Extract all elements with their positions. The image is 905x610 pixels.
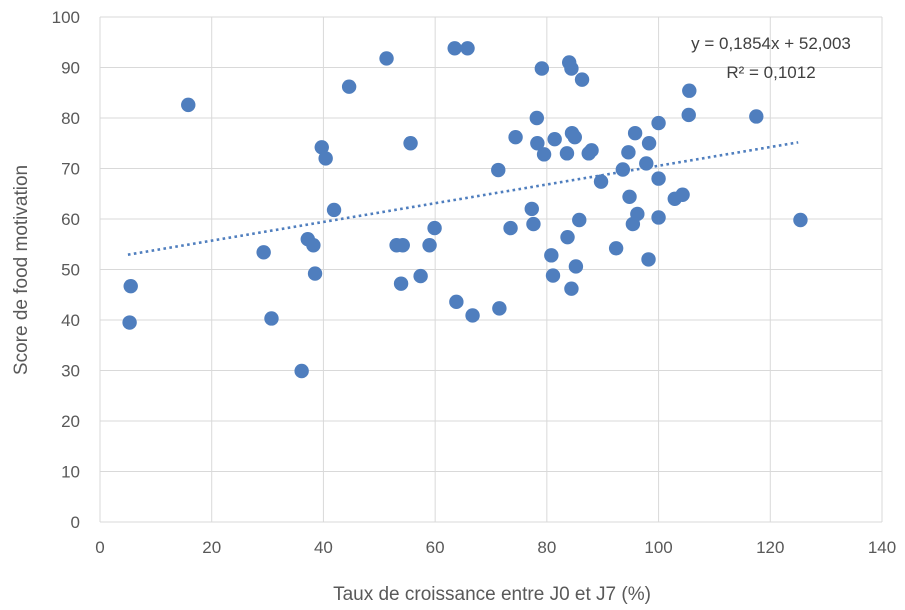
data-point bbox=[526, 216, 541, 232]
data-point bbox=[564, 61, 579, 76]
data-point bbox=[395, 238, 410, 253]
data-point bbox=[491, 162, 506, 178]
data-point bbox=[530, 136, 545, 151]
x-tick-label: 0 bbox=[95, 538, 104, 557]
data-point bbox=[341, 79, 357, 94]
data-point bbox=[264, 311, 279, 326]
data-point bbox=[564, 281, 579, 296]
data-point bbox=[622, 189, 637, 204]
y-tick-label: 10 bbox=[61, 463, 80, 482]
data-point bbox=[256, 245, 271, 260]
data-point bbox=[413, 268, 428, 284]
data-point bbox=[749, 109, 764, 124]
data-point bbox=[181, 97, 196, 113]
data-point bbox=[621, 145, 636, 160]
y-tick-label: 90 bbox=[61, 59, 80, 78]
data-point bbox=[307, 266, 323, 281]
y-tick-label: 60 bbox=[61, 210, 80, 229]
x-tick-label: 140 bbox=[868, 538, 896, 557]
y-tick-label: 100 bbox=[52, 8, 80, 27]
data-point bbox=[627, 125, 643, 141]
data-point bbox=[630, 206, 645, 222]
data-point bbox=[447, 41, 462, 56]
data-points bbox=[122, 41, 808, 379]
data-point bbox=[682, 83, 697, 98]
x-tick-label: 120 bbox=[756, 538, 784, 557]
y-tick-label: 80 bbox=[61, 109, 80, 128]
x-tick-label: 60 bbox=[426, 538, 445, 557]
data-point bbox=[568, 259, 584, 274]
data-point bbox=[793, 212, 808, 228]
data-point bbox=[608, 241, 624, 256]
y-axis-title: Score de food motivation bbox=[11, 165, 32, 375]
data-point bbox=[615, 162, 631, 177]
data-point bbox=[639, 156, 654, 171]
data-point bbox=[651, 115, 666, 131]
data-point bbox=[449, 294, 464, 310]
tick-labels: 0 10 20 30 40 50 60 70 80 90 100 0 20 40 60 80 100 120 140 bbox=[52, 8, 897, 557]
data-point bbox=[536, 147, 552, 162]
x-tick-label: 80 bbox=[537, 538, 556, 557]
data-point bbox=[379, 51, 394, 66]
y-tick-label: 40 bbox=[61, 311, 80, 330]
data-point bbox=[122, 315, 137, 330]
data-point bbox=[403, 136, 418, 151]
data-point bbox=[123, 278, 138, 294]
data-point bbox=[547, 132, 562, 147]
data-point bbox=[675, 187, 690, 202]
data-point bbox=[422, 238, 437, 253]
data-point bbox=[529, 110, 545, 126]
data-point bbox=[641, 252, 656, 267]
data-point bbox=[503, 220, 518, 236]
data-point bbox=[651, 171, 666, 186]
data-point bbox=[534, 61, 550, 76]
trendline bbox=[127, 141, 799, 256]
data-point bbox=[560, 229, 575, 245]
data-point bbox=[584, 143, 599, 158]
gridlines bbox=[99, 16, 883, 523]
y-tick-label: 50 bbox=[61, 261, 80, 280]
data-point bbox=[460, 41, 475, 56]
data-point bbox=[326, 202, 342, 218]
data-point bbox=[427, 220, 442, 236]
data-point bbox=[681, 107, 696, 123]
data-point bbox=[465, 308, 480, 323]
data-point bbox=[574, 72, 590, 87]
data-point bbox=[393, 276, 409, 291]
data-point bbox=[306, 238, 321, 253]
data-point bbox=[508, 129, 523, 145]
r-squared-label: R² = 0,1012 bbox=[726, 63, 815, 82]
data-point bbox=[572, 212, 587, 228]
data-point bbox=[593, 174, 609, 189]
x-tick-label: 100 bbox=[644, 538, 672, 557]
y-tick-label: 20 bbox=[61, 412, 80, 431]
y-tick-label: 30 bbox=[61, 362, 80, 381]
data-point bbox=[318, 151, 333, 166]
x-tick-label: 40 bbox=[314, 538, 333, 557]
data-point bbox=[524, 201, 539, 217]
x-axis-title: Taux de croissance entre J0 et J7 (%) bbox=[333, 584, 651, 605]
y-tick-label: 0 bbox=[71, 513, 80, 532]
trendline-equation: y = 0,1854x + 52,003 bbox=[691, 34, 851, 53]
data-point bbox=[545, 268, 561, 283]
data-point bbox=[559, 146, 575, 161]
data-point bbox=[294, 363, 309, 379]
data-point bbox=[314, 140, 329, 155]
data-point bbox=[567, 129, 582, 145]
data-point bbox=[492, 301, 507, 316]
trendline-layer bbox=[127, 141, 799, 256]
data-point bbox=[544, 248, 559, 263]
data-point bbox=[651, 210, 666, 225]
x-tick-label: 20 bbox=[202, 538, 221, 557]
data-point bbox=[641, 136, 657, 151]
y-tick-label: 70 bbox=[61, 160, 80, 179]
